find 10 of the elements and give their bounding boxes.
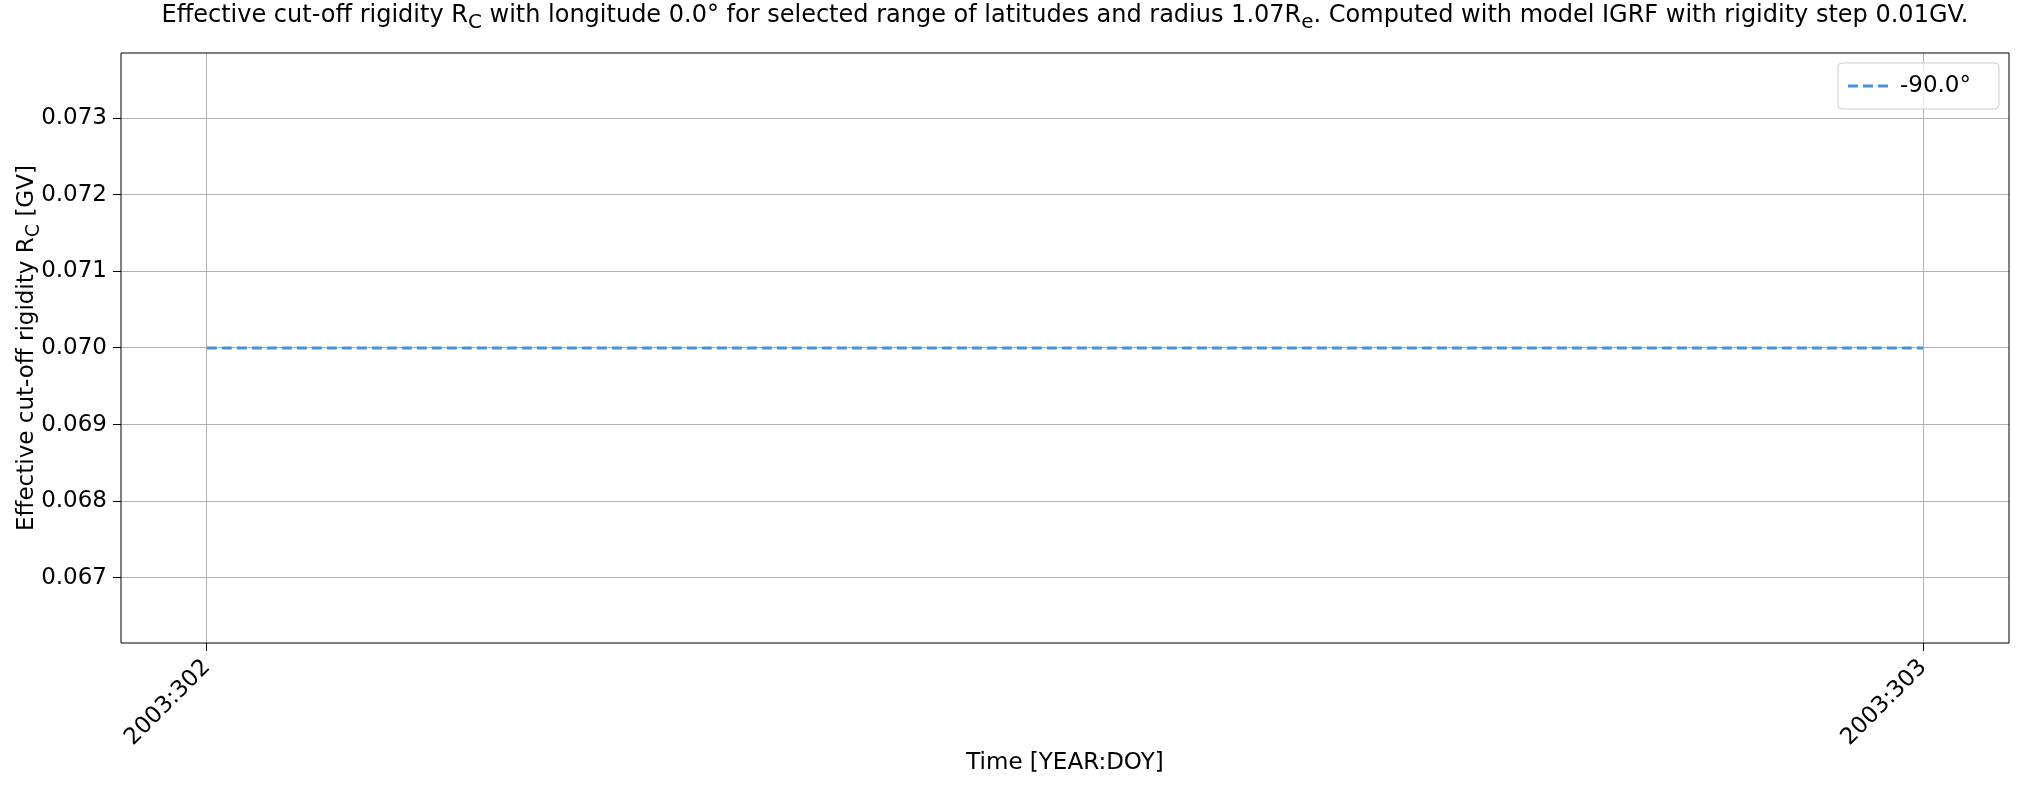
legend-label: -90.0° — [1899, 70, 1972, 97]
y-tick-label: 0.069 — [41, 409, 107, 436]
x-axis-title: Time [YEAR:DOY] — [965, 748, 1164, 775]
y-tick-label: 0.072 — [41, 179, 107, 206]
y-tick-label: 0.073 — [41, 103, 107, 130]
y-tick-label: 0.071 — [41, 256, 107, 283]
y-tick-label: 0.067 — [41, 562, 107, 589]
y-tick-label: 0.070 — [41, 332, 107, 359]
y-tick-label: 0.068 — [41, 486, 107, 513]
chart-title: Effective cut-off rigidity R$_{C}$ with longitude 0.0° for selected range of latitudes and radius 1.07R$_{e}$. Computed with model IGRF with rigidity step 0.01GV. — [160, 0, 1970, 35]
